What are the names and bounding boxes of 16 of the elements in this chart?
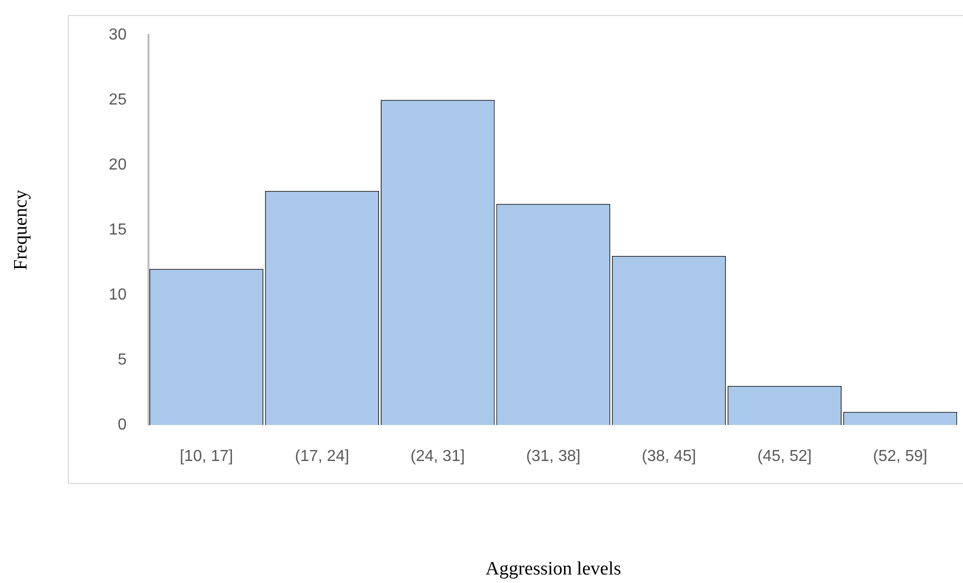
- y-tick-label: 15: [108, 221, 127, 238]
- y-tick-label: 20: [108, 156, 127, 174]
- x-tick-label: (38, 45]: [642, 448, 696, 466]
- x-tick-label: [10, 17]: [180, 448, 234, 466]
- x-tick-label: (45, 52]: [757, 448, 812, 466]
- x-tick-label: (52, 59]: [873, 448, 928, 466]
- y-tick-label: 30: [108, 26, 127, 44]
- y-tick-label: 10: [108, 286, 127, 304]
- x-axis-title: Aggression levels: [485, 558, 622, 580]
- x-tick-label: (24, 31]: [410, 448, 465, 466]
- x-tick-label: (31, 38]: [526, 448, 580, 466]
- y-tick-label: 25: [108, 91, 127, 108]
- x-tick-label: (17, 24]: [294, 448, 350, 466]
- y-tick-label: 0: [118, 416, 127, 434]
- y-tick-label: 5: [118, 351, 127, 368]
- y-axis-title: Frequency: [10, 189, 32, 270]
